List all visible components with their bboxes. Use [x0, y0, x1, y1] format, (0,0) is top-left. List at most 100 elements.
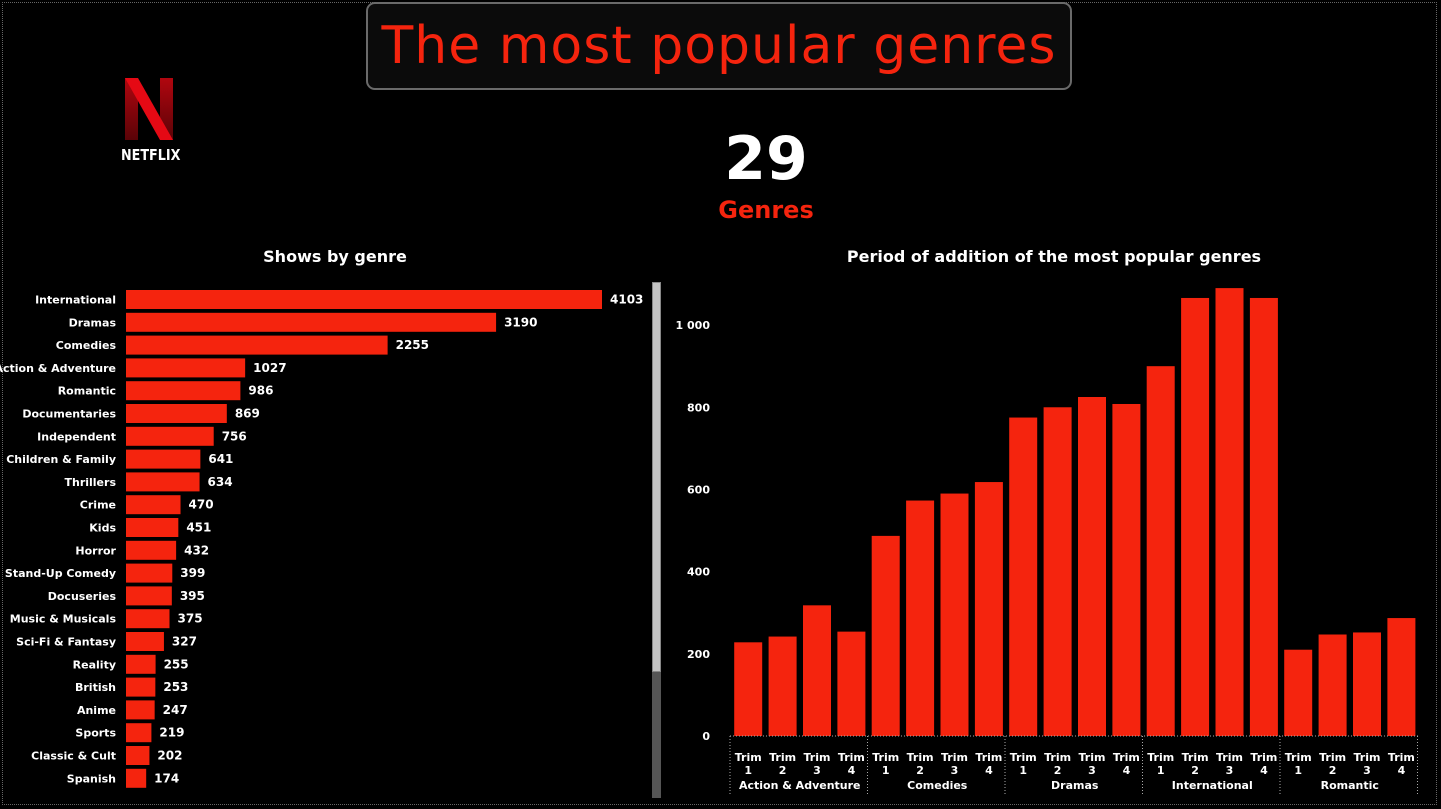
- x-tick-label: Trim: [1319, 751, 1346, 764]
- x-tick-label: 2: [916, 764, 924, 777]
- column-bar: [1284, 649, 1313, 736]
- bar: [126, 426, 214, 446]
- x-tick-label: 3: [1226, 764, 1234, 777]
- x-tick-label: Trim: [1250, 751, 1277, 764]
- column-bar: [1043, 407, 1072, 736]
- data-label: 986: [248, 384, 273, 398]
- shows-by-genre-title: Shows by genre: [263, 247, 407, 266]
- x-tick-label: 1: [1019, 764, 1027, 777]
- y-tick-label: 200: [687, 648, 710, 661]
- page-title: The most popular genres: [381, 16, 1057, 76]
- group-label: Romantic: [1321, 779, 1379, 792]
- category-label: Docuseries: [48, 590, 117, 603]
- bar: [126, 449, 201, 469]
- x-tick-label: Trim: [1010, 751, 1037, 764]
- column-bar: [1215, 288, 1244, 736]
- bar: [126, 563, 173, 583]
- bar: [126, 654, 156, 674]
- data-label: 399: [180, 566, 205, 580]
- x-tick-label: 1: [882, 764, 890, 777]
- bar: [126, 335, 388, 355]
- category-label: Documentaries: [22, 408, 116, 421]
- bar: [126, 312, 497, 332]
- data-label: 634: [208, 475, 233, 489]
- group-label: Comedies: [907, 779, 968, 792]
- data-label: 470: [189, 498, 214, 512]
- x-tick-label: 4: [1123, 764, 1131, 777]
- category-label: Sci-Fi & Fantasy: [16, 636, 116, 649]
- x-tick-label: Trim: [804, 751, 831, 764]
- bar: [126, 586, 172, 606]
- bar: [126, 609, 170, 629]
- category-label: Music & Musicals: [10, 613, 117, 626]
- y-tick-label: 0: [702, 730, 710, 743]
- category-label: Reality: [73, 658, 116, 671]
- x-tick-label: Trim: [1079, 751, 1106, 764]
- x-tick-label: 3: [813, 764, 821, 777]
- shows-by-genre-chart: International 4103 Dramas 3190 Comedies 2255 A…: [0, 290, 643, 788]
- x-tick-label: 3: [951, 764, 959, 777]
- x-tick-label: Trim: [1182, 751, 1209, 764]
- column-bar: [871, 535, 900, 736]
- chart-scrollbar-thumb[interactable]: [652, 282, 661, 672]
- period-chart-title: Period of addition of the most popular g…: [846, 247, 1262, 266]
- category-label: Sports: [75, 727, 116, 740]
- x-tick-label: 2: [1054, 764, 1062, 777]
- category-label: Classic & Cult: [31, 750, 116, 763]
- category-label: Dramas: [69, 316, 117, 329]
- y-tick-label: 600: [687, 483, 710, 496]
- column-bar: [1078, 397, 1106, 736]
- x-tick-label: Trim: [1354, 751, 1381, 764]
- data-label: 2255: [396, 338, 429, 352]
- category-label: Crime: [80, 499, 116, 512]
- bar: [126, 723, 152, 743]
- x-tick-label: Trim: [1285, 751, 1312, 764]
- x-tick-label: Trim: [872, 751, 899, 764]
- column-bar: [1387, 618, 1416, 736]
- y-tick-label: 1 000: [676, 319, 711, 332]
- bar: [126, 540, 177, 560]
- genre-count-label: Genres: [718, 196, 814, 224]
- x-tick-label: 2: [1329, 764, 1337, 777]
- category-label: Spanish: [67, 772, 116, 785]
- x-tick-label: 3: [1363, 764, 1371, 777]
- bar: [126, 404, 227, 423]
- bar: [126, 495, 181, 515]
- bar: [126, 472, 200, 492]
- group-label: Dramas: [1051, 779, 1099, 792]
- x-tick-label: 4: [848, 764, 856, 777]
- x-tick-label: Trim: [838, 751, 865, 764]
- column-bar: [1146, 366, 1175, 736]
- group-label: Action & Adventure: [739, 779, 861, 792]
- x-tick-label: Trim: [735, 751, 762, 764]
- title-box: The most popular genres: [366, 2, 1072, 90]
- x-tick-label: Trim: [975, 751, 1002, 764]
- column-bar: [734, 642, 763, 736]
- x-tick-label: Trim: [1044, 751, 1071, 764]
- category-label: Horror: [75, 544, 116, 557]
- column-bar: [940, 493, 969, 736]
- netflix-n-icon: [125, 78, 173, 140]
- column-bar: [1181, 297, 1210, 736]
- x-tick-label: 4: [1398, 764, 1406, 777]
- x-tick-label: 1: [744, 764, 752, 777]
- category-label: Children & Family: [6, 453, 116, 466]
- data-label: 253: [163, 680, 188, 694]
- column-bar: [837, 631, 866, 736]
- x-tick-label: 4: [985, 764, 993, 777]
- data-label: 375: [178, 612, 203, 626]
- x-tick-label: Trim: [941, 751, 968, 764]
- category-label: International: [35, 294, 116, 307]
- bar: [126, 290, 602, 309]
- logo-text: NETFLIX: [120, 146, 181, 164]
- bar: [126, 632, 164, 651]
- bar: [126, 677, 156, 697]
- category-label: Kids: [89, 522, 116, 535]
- category-label: Action & Adventure: [0, 362, 116, 375]
- bar: [126, 518, 179, 537]
- column-bar: [803, 605, 831, 736]
- data-label: 451: [186, 521, 211, 535]
- data-label: 327: [172, 635, 197, 649]
- column-bar: [1249, 297, 1278, 736]
